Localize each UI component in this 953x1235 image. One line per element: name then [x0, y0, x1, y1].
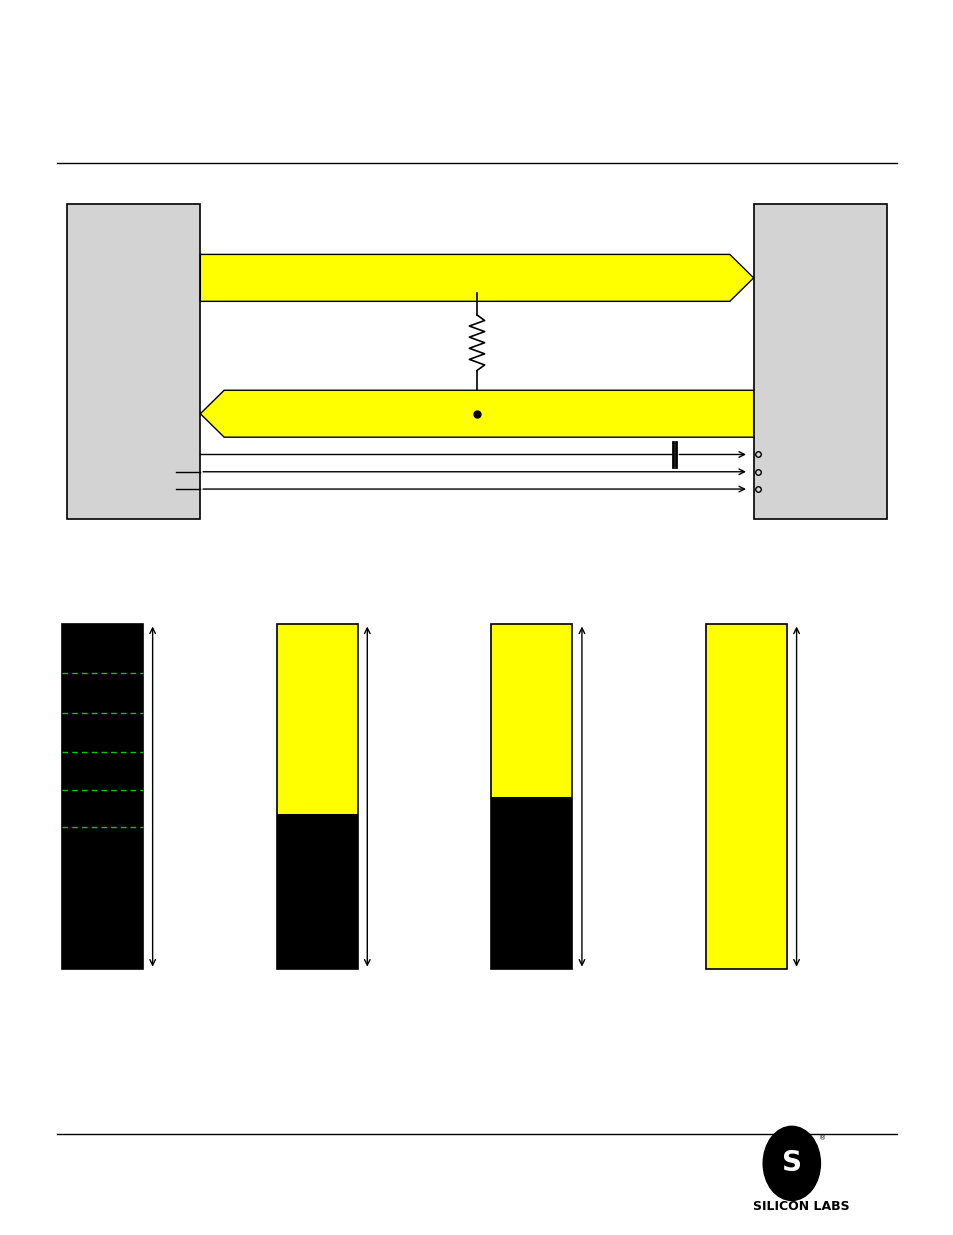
- Bar: [705, 624, 786, 969]
- Bar: [753, 204, 886, 519]
- Bar: [67, 204, 200, 519]
- Bar: [491, 797, 572, 969]
- Bar: [276, 624, 357, 969]
- Text: SILICON LABS: SILICON LABS: [752, 1200, 849, 1214]
- Text: S: S: [781, 1150, 801, 1177]
- Bar: [62, 624, 143, 969]
- Polygon shape: [200, 390, 753, 437]
- Bar: [276, 814, 357, 969]
- Circle shape: [762, 1126, 820, 1200]
- Bar: [62, 624, 143, 969]
- Text: ®: ®: [818, 1136, 825, 1141]
- Bar: [491, 624, 572, 797]
- Bar: [491, 624, 572, 969]
- Polygon shape: [200, 254, 753, 301]
- Bar: [705, 624, 786, 969]
- Bar: [276, 624, 357, 814]
